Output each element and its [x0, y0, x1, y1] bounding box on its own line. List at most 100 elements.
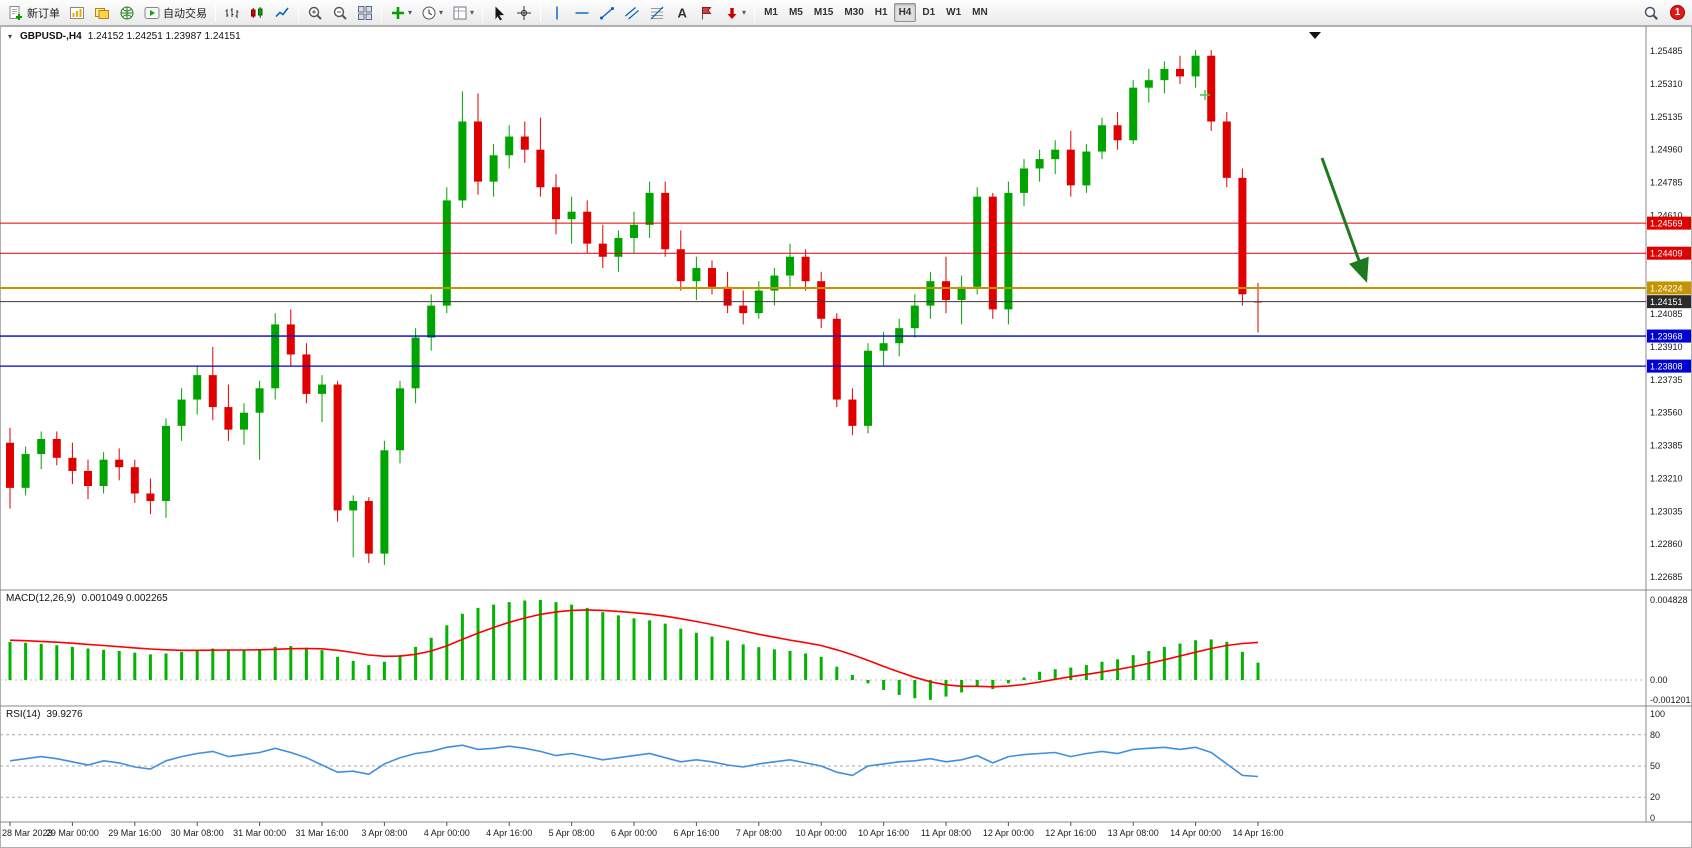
candle [552, 174, 560, 235]
search-button[interactable] [1639, 2, 1663, 24]
candle [427, 294, 436, 351]
svg-text:10 Apr 00:00: 10 Apr 00:00 [796, 828, 847, 838]
green-cross-marker [1200, 90, 1210, 100]
svg-text:1.25310: 1.25310 [1650, 79, 1683, 89]
timeframe-button-d1[interactable]: D1 [922, 7, 936, 18]
new-order-button[interactable]: 新订单 [4, 2, 64, 24]
candle [1191, 50, 1200, 88]
timeframe-button-m1[interactable]: M1 [764, 7, 778, 18]
timeframe-button-m30[interactable]: M30 [844, 7, 864, 18]
trendline-button[interactable] [595, 2, 619, 24]
auto-trading-button-label: 自动交易 [163, 7, 207, 20]
toolbar-separator [298, 3, 299, 22]
toolbar-separator [381, 3, 382, 22]
candle [1160, 61, 1169, 94]
candle [6, 427, 14, 509]
svg-text:14 Apr 00:00: 14 Apr 00:00 [1170, 828, 1221, 838]
candle [224, 384, 233, 441]
line-chart-button[interactable] [270, 2, 294, 24]
candle [68, 442, 77, 485]
svg-text:1.22685: 1.22685 [1650, 572, 1683, 582]
candle [442, 187, 451, 314]
horizontal-line-button[interactable] [570, 2, 594, 24]
candle [614, 230, 623, 272]
candle [52, 431, 61, 466]
candle [583, 200, 592, 254]
timeframe-button-h1[interactable]: H1 [874, 7, 888, 18]
zoom-in-icon [307, 5, 323, 21]
bars-icon [224, 5, 240, 21]
svg-text:1.22860: 1.22860 [1650, 539, 1683, 549]
arrows-button[interactable]: ▾ [720, 2, 750, 24]
svg-text:1.23385: 1.23385 [1650, 441, 1683, 451]
notification-badge[interactable]: 1 [1670, 5, 1685, 20]
svg-text:6 Apr 16:00: 6 Apr 16:00 [673, 828, 719, 838]
svg-text:10 Apr 16:00: 10 Apr 16:00 [858, 828, 909, 838]
svg-text:1.23210: 1.23210 [1650, 473, 1683, 483]
tile-windows-button[interactable] [353, 2, 377, 24]
periods-button[interactable]: ▾ [417, 2, 447, 24]
svg-text:31 Mar 00:00: 31 Mar 00:00 [233, 828, 286, 838]
candle [84, 459, 92, 500]
horizontal-lines [0, 222, 1646, 367]
cursor-button[interactable] [487, 2, 511, 24]
crosshair-button[interactable] [512, 2, 536, 24]
bar-chart-button[interactable] [220, 2, 244, 24]
profiles-button[interactable] [90, 2, 114, 24]
svg-text:29 Mar 16:00: 29 Mar 16:00 [108, 828, 161, 838]
market-watch-button[interactable] [115, 2, 139, 24]
channel-icon [624, 5, 640, 21]
candle [162, 418, 170, 518]
channel-button[interactable] [620, 2, 644, 24]
auto-trading-button[interactable]: 自动交易 [140, 2, 211, 24]
svg-text:-0.001201: -0.001201 [1650, 695, 1691, 705]
chart-shift-marker-icon[interactable] [1309, 32, 1321, 39]
candles-icon [249, 5, 265, 21]
candle [926, 271, 935, 319]
text-button[interactable]: A [670, 2, 694, 24]
svg-text:7 Apr 08:00: 7 Apr 08:00 [736, 828, 782, 838]
candle [645, 181, 654, 238]
line-chart-icon [274, 5, 290, 21]
svg-text:1.24960: 1.24960 [1650, 145, 1683, 155]
svg-text:1.24224: 1.24224 [1650, 283, 1683, 293]
new-chart-button[interactable] [65, 2, 89, 24]
candle [864, 343, 872, 434]
candle [786, 243, 794, 287]
chart-canvas[interactable]: 1.25485 1.25310 1.25135 1.24960 1.24785 1.246… [0, 26, 1692, 848]
tile-icon [357, 5, 373, 21]
candle [1207, 50, 1216, 131]
candle [1020, 159, 1028, 207]
candlestick-chart-button[interactable] [245, 2, 269, 24]
candle [1098, 117, 1106, 160]
timeframe-button-mn[interactable]: MN [972, 7, 988, 18]
trend-arrow[interactable] [1320, 157, 1369, 283]
price-badge: 1.24224 [1647, 281, 1691, 295]
templates-button[interactable]: ▾ [448, 2, 478, 24]
candle [739, 290, 748, 325]
candle [99, 452, 108, 494]
toolbar-separator [215, 3, 216, 22]
chevron-down-icon: ▾ [439, 8, 444, 17]
timeframe-button-m15[interactable]: M15 [813, 7, 834, 18]
timeframe-button-w1[interactable]: W1 [946, 7, 962, 18]
price-badge: 1.23808 [1647, 359, 1691, 373]
label-button[interactable] [695, 2, 719, 24]
panel-frames [0, 26, 1692, 848]
candle [520, 121, 529, 163]
candle [1222, 112, 1231, 188]
zoom-in-button[interactable] [303, 2, 327, 24]
timeframe-button-m5[interactable]: M5 [788, 7, 803, 18]
candle [489, 144, 498, 197]
zoom-out-button[interactable] [328, 2, 352, 24]
candle [1144, 68, 1153, 103]
fibonacci-button[interactable] [645, 2, 669, 24]
timeframe-button-h4[interactable]: H4 [893, 3, 917, 22]
chevron-down-icon: ▾ [470, 8, 475, 17]
candle [661, 181, 670, 257]
indicators-button[interactable]: ▾ [386, 2, 416, 24]
vertical-line-button[interactable] [545, 2, 569, 24]
price-axis[interactable]: 1.25485 1.25310 1.25135 1.24960 1.24785 1.246… [1647, 46, 1691, 582]
chart-window: 1.25485 1.25310 1.25135 1.24960 1.24785 1.246… [0, 26, 1692, 848]
